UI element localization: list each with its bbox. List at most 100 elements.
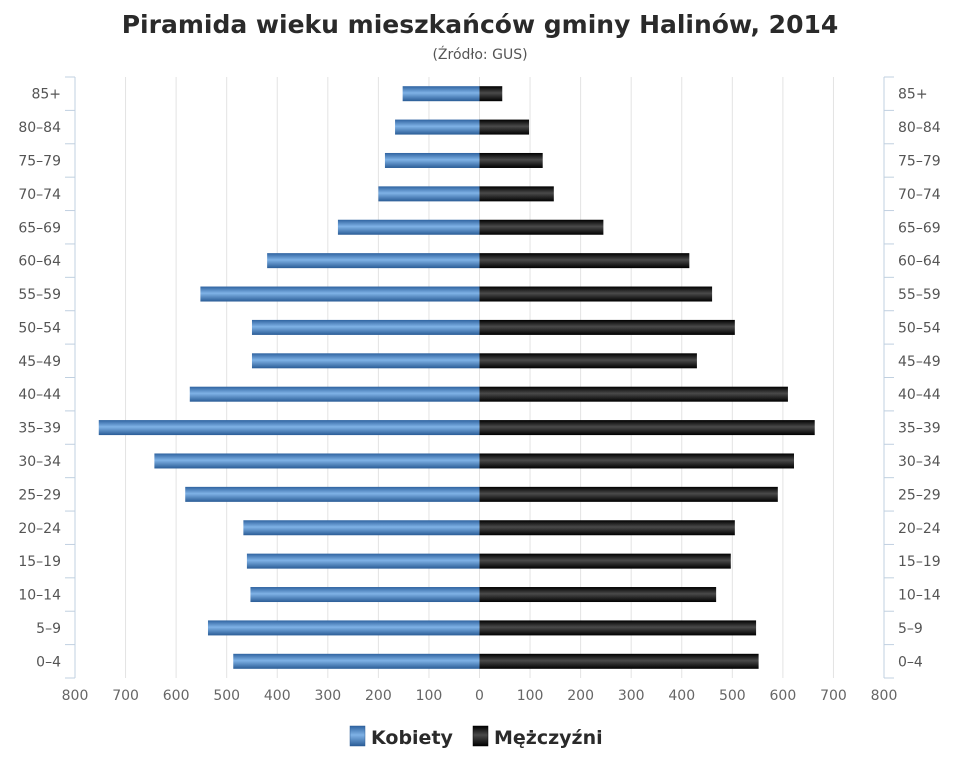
y-tick-label: 0–4 (898, 654, 923, 670)
y-tick-label: 10–14 (898, 588, 941, 604)
x-tick-label: 400 (264, 688, 291, 704)
y-tick-label: 50–54 (898, 320, 941, 336)
x-tick-label: 700 (820, 688, 847, 704)
y-tick-label: 30–34 (18, 454, 61, 470)
y-tick-label: 20–24 (18, 521, 61, 537)
legend-swatch-mezczyzni (472, 725, 489, 747)
chart-title: Piramida wieku mieszkańców gminy Halinów… (122, 10, 839, 39)
bar-mezczyzni-5–9[interactable] (479, 620, 757, 636)
chart-subtitle: (Źródło: GUS) (432, 45, 527, 63)
y-tick-label: 60–64 (18, 254, 61, 270)
y-tick-label: 25–29 (18, 487, 61, 503)
x-tick-label: 700 (112, 688, 139, 704)
x-tick-labels: 800 700 600 500 400 300 200 100 0 100 200 300 400 500… (62, 688, 898, 704)
x-tick-label: 300 (314, 688, 341, 704)
bar-mezczyzni-65–69[interactable] (479, 219, 604, 235)
x-tick-label: 600 (163, 688, 190, 704)
bar-mezczyzni-80–84[interactable] (479, 119, 530, 135)
y-tick-label: 15–19 (18, 554, 61, 570)
bar-mezczyzni-60–64[interactable] (479, 253, 690, 269)
bar-mezczyzni-70–74[interactable] (479, 186, 554, 202)
bar-kobiety-55–59[interactable] (200, 286, 480, 302)
bar-mezczyzni-30–34[interactable] (479, 453, 794, 469)
y-tick-label: 75–79 (898, 153, 941, 169)
y-tick-label: 55–59 (898, 287, 941, 303)
x-tick-label: 800 (871, 688, 898, 704)
bar-mezczyzni-20–24[interactable] (479, 520, 735, 536)
y-tick-labels-right: 0–4 5–9 10–14 15–19 20–24 25–29 30–34 35–39 40–4… (898, 87, 941, 671)
bar-kobiety-60–64[interactable] (267, 253, 480, 269)
y-tick-labels-left: 0–4 5–9 10–14 15–19 20–24 25–29 30–34 35–39 40–4… (18, 87, 61, 671)
y-tick-label: 5–9 (36, 621, 61, 637)
bar-mezczyzni-75–79[interactable] (479, 152, 543, 168)
bar-mezczyzni-35–39[interactable] (479, 420, 815, 436)
bar-kobiety-75–79[interactable] (384, 152, 480, 168)
y-tick-label: 55–59 (18, 287, 61, 303)
axes (65, 76, 894, 679)
bar-mezczyzni-15–19[interactable] (479, 553, 731, 569)
y-tick-label: 75–79 (18, 153, 61, 169)
bar-kobiety-40–44[interactable] (189, 386, 480, 402)
y-tick-label: 60–64 (898, 254, 941, 270)
bar-kobiety-25–29[interactable] (185, 486, 480, 502)
bar-mezczyzni-50–54[interactable] (479, 319, 735, 335)
y-tick-label: 10–14 (18, 588, 61, 604)
bar-kobiety-20–24[interactable] (243, 520, 480, 536)
y-tick-label: 85+ (31, 87, 61, 103)
x-tick-label: 300 (618, 688, 645, 704)
y-tick-label: 45–49 (898, 354, 941, 370)
y-tick-label: 0–4 (36, 654, 61, 670)
y-tick-label: 70–74 (898, 187, 941, 203)
bar-kobiety-50–54[interactable] (251, 319, 480, 335)
y-tick-label: 70–74 (18, 187, 61, 203)
y-tick-label: 35–39 (18, 421, 61, 437)
x-tick-label: 500 (719, 688, 746, 704)
x-tick-label: 600 (770, 688, 797, 704)
y-tick-label: 25–29 (898, 487, 941, 503)
x-tick-label: 100 (416, 688, 443, 704)
bar-kobiety-45–49[interactable] (251, 353, 480, 369)
bar-mezczyzni-85+[interactable] (479, 86, 503, 102)
bar-kobiety-80–84[interactable] (395, 119, 480, 135)
x-tick-label: 800 (62, 688, 89, 704)
bar-kobiety-0–4[interactable] (233, 653, 480, 669)
y-tick-label: 80–84 (898, 120, 941, 136)
bars (98, 86, 815, 669)
bar-mezczyzni-10–14[interactable] (479, 587, 717, 603)
x-tick-label: 100 (517, 688, 544, 704)
bar-mezczyzni-55–59[interactable] (479, 286, 713, 302)
bar-mezczyzni-40–44[interactable] (479, 386, 788, 402)
y-tick-label: 40–44 (18, 387, 61, 403)
bar-kobiety-85+[interactable] (402, 86, 480, 102)
legend-label-mezczyzni[interactable]: Mężczyźni (494, 727, 603, 749)
bar-mezczyzni-45–49[interactable] (479, 353, 697, 369)
y-tick-label: 15–19 (898, 554, 941, 570)
y-tick-label: 20–24 (898, 521, 941, 537)
y-tick-label: 65–69 (898, 220, 941, 236)
bar-kobiety-35–39[interactable] (98, 420, 480, 436)
x-tick-label: 0 (475, 688, 484, 704)
legend-swatch-kobiety (349, 725, 366, 747)
bar-mezczyzni-0–4[interactable] (479, 653, 759, 669)
x-tick-label: 500 (213, 688, 240, 704)
bar-kobiety-70–74[interactable] (378, 186, 480, 202)
bar-kobiety-5–9[interactable] (207, 620, 480, 636)
y-tick-label: 40–44 (898, 387, 941, 403)
bar-kobiety-30–34[interactable] (154, 453, 480, 469)
bar-kobiety-65–69[interactable] (337, 219, 480, 235)
legend-label-kobiety[interactable]: Kobiety (371, 727, 454, 749)
y-tick-label: 85+ (898, 87, 928, 103)
bar-kobiety-15–19[interactable] (246, 553, 480, 569)
y-tick-label: 65–69 (18, 220, 61, 236)
legend[interactable]: Kobiety Mężczyźni (349, 725, 603, 749)
y-tick-label: 5–9 (898, 621, 923, 637)
y-tick-label: 30–34 (898, 454, 941, 470)
x-tick-label: 200 (567, 688, 594, 704)
bar-kobiety-10–14[interactable] (250, 587, 480, 603)
y-tick-label: 80–84 (18, 120, 61, 136)
y-tick-label: 45–49 (18, 354, 61, 370)
bar-mezczyzni-25–29[interactable] (479, 486, 778, 502)
y-tick-label: 50–54 (18, 320, 61, 336)
x-tick-label: 200 (365, 688, 392, 704)
